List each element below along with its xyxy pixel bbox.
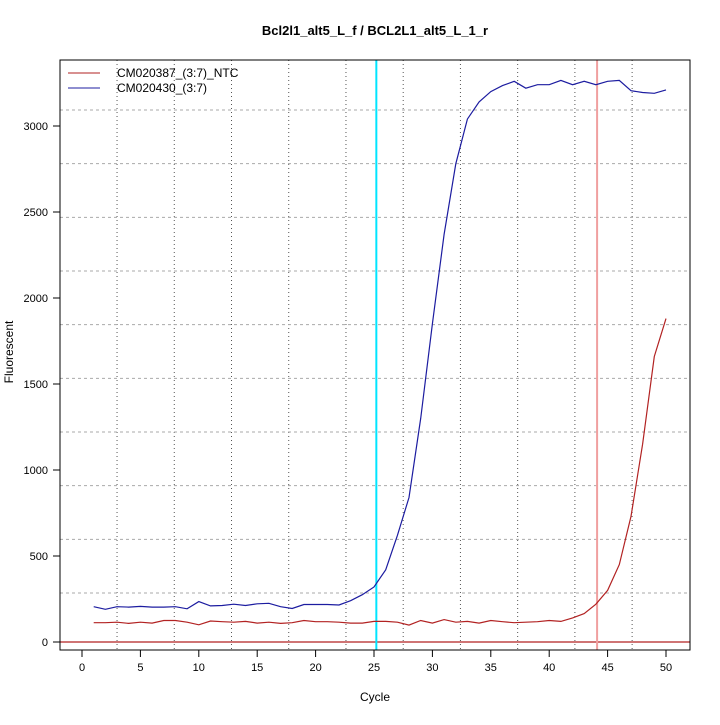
x-tick-label: 40 (543, 662, 555, 674)
x-tick-label: 25 (368, 662, 380, 674)
legend: CM020387_(3:7)_NTC CM020430_(3:7) (68, 66, 239, 95)
x-tick-label: 20 (309, 662, 321, 674)
chart-title: Bcl2l1_alt5_L_f / BCL2L1_alt5_L_1_r (262, 23, 488, 38)
legend-label-ntc: CM020387_(3:7)_NTC (117, 66, 239, 80)
y-tick-label: 0 (42, 637, 48, 649)
y-tick-label: 2000 (24, 293, 48, 305)
x-tick-label: 5 (137, 662, 143, 674)
x-tick-label: 10 (193, 662, 205, 674)
x-tick-label: 45 (601, 662, 613, 674)
series-line-ntc (93, 318, 667, 626)
series-line-sample (93, 79, 667, 610)
plot-frame (59, 59, 691, 651)
y-tick-label: 500 (30, 551, 48, 563)
x-tick-label: 35 (485, 662, 497, 674)
x-tick-label: 30 (426, 662, 438, 674)
x-tick-label: 0 (79, 662, 85, 674)
x-tick-label: 50 (660, 662, 672, 674)
x-tick-label: 15 (251, 662, 263, 674)
y-tick-label: 1500 (24, 379, 48, 391)
y-tick-label: 2500 (24, 207, 48, 219)
x-axis-label: Cycle (360, 690, 390, 704)
y-axis-label: Fluorescent (2, 320, 16, 383)
y-tick-label: 1000 (24, 465, 48, 477)
legend-label-sample: CM020430_(3:7) (117, 81, 207, 95)
y-tick-label: 3000 (24, 121, 48, 133)
